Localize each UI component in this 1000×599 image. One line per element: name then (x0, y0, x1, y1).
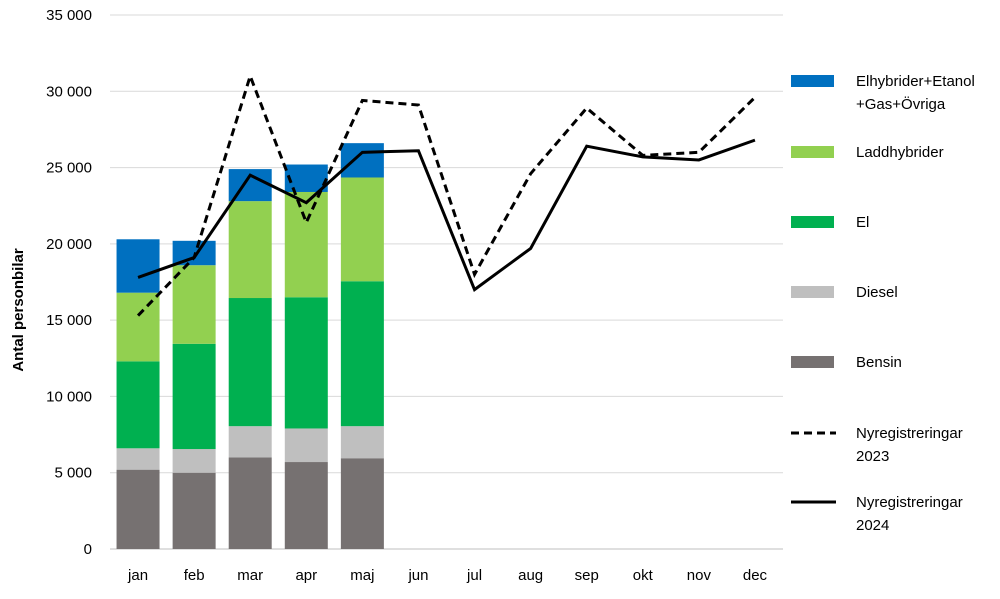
y-tick-label: 25 000 (46, 160, 92, 177)
bar-segment (340, 177, 384, 282)
bar-segment (172, 343, 216, 450)
x-tick-label: jul (466, 567, 482, 584)
bar-segment (284, 297, 328, 429)
x-tick-label: mar (237, 567, 263, 584)
legend-swatch (791, 216, 834, 228)
bar-segment (340, 281, 384, 427)
y-tick-label: 0 (84, 541, 92, 558)
legend-swatch (791, 356, 834, 368)
y-tick-label: 15 000 (46, 312, 92, 329)
y-tick-label: 5 000 (54, 465, 92, 482)
x-tick-label: maj (350, 567, 374, 584)
legend-label: Elhybrider+Etanol (856, 73, 975, 90)
legend-label: Diesel (856, 284, 898, 301)
x-tick-label: jun (407, 567, 428, 584)
legend-swatch (791, 286, 834, 298)
line-series (136, 71, 757, 317)
legend-label: El (856, 214, 869, 231)
bar-segment (116, 361, 160, 449)
bar-segment (340, 458, 384, 549)
y-tick-label: 20 000 (46, 236, 92, 253)
bar-segment (116, 448, 160, 470)
bar-segment (284, 428, 328, 463)
x-tick-label: dec (743, 567, 768, 584)
x-axis-ticks: jan feb mar apr maj jun jul aug sep okt nov dec (127, 567, 768, 584)
legend-swatch (791, 75, 834, 87)
legend-label: +Gas+Övriga (856, 95, 946, 113)
x-tick-label: apr (295, 567, 317, 584)
bar-segment (116, 292, 160, 362)
bar-segment (172, 265, 216, 344)
bar-segment (116, 239, 160, 293)
x-tick-label: nov (687, 567, 712, 584)
legend-label: 2024 (856, 517, 889, 534)
bar-segment (340, 426, 384, 459)
bar-segment (228, 298, 272, 427)
legend-label: Bensin (856, 354, 902, 371)
bar-segment (228, 201, 272, 299)
stacked-bars (116, 143, 384, 549)
y-axis-ticks: 0 5 000 10 000 15 000 20 000 25 000 30 000 35 0… (46, 7, 92, 558)
bar-segment (228, 426, 272, 458)
x-tick-label: feb (184, 567, 205, 584)
x-tick-label: aug (518, 567, 543, 584)
y-tick-label: 10 000 (46, 388, 92, 405)
series-line (137, 138, 756, 292)
x-tick-label: okt (633, 567, 654, 584)
y-axis-label: Antal personbilar (10, 248, 27, 372)
bar-segment (172, 449, 216, 473)
bar-segment (228, 457, 272, 549)
legend-label: Nyregistreringar (856, 425, 963, 442)
bar-segment (116, 469, 160, 549)
bar-segment (284, 462, 328, 549)
x-tick-label: sep (575, 567, 599, 584)
legend-label: 2023 (856, 448, 889, 465)
x-tick-label: jan (127, 567, 148, 584)
y-tick-label: 30 000 (46, 83, 92, 100)
legend-label: Laddhybrider (856, 144, 944, 161)
series-line (136, 71, 757, 317)
legend-swatch (791, 146, 834, 158)
legend: Elhybrider+Etanol +Gas+Övriga Laddhybrider… (791, 73, 975, 534)
legend-label: Nyregistreringar (856, 494, 963, 511)
bar-segment (284, 164, 328, 192)
bar-segment (172, 472, 216, 549)
bar-segment (284, 191, 328, 298)
y-tick-label: 35 000 (46, 7, 92, 24)
bar-segment (340, 143, 384, 178)
